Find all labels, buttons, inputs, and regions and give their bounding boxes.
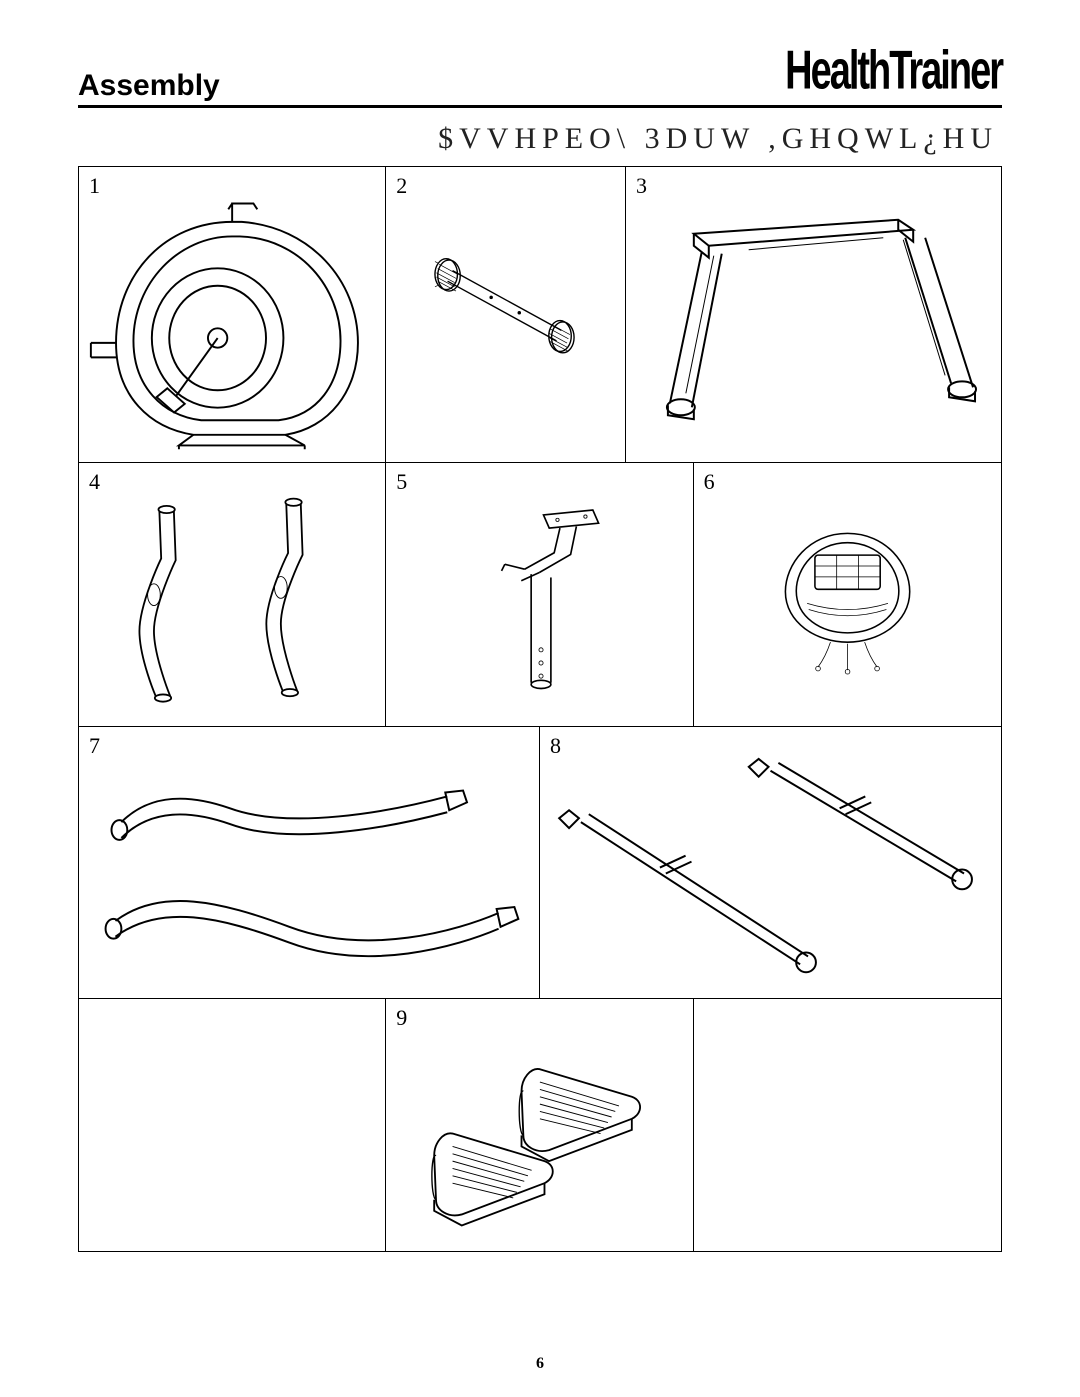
page-number: 6	[0, 1355, 1080, 1373]
cell-9: 9	[386, 999, 693, 1251]
rear-rails-icon	[634, 193, 993, 454]
cell-number: 3	[636, 173, 647, 199]
stabilizer-tube-icon	[405, 232, 605, 415]
console-mast-icon	[416, 495, 663, 713]
cell-empty-left	[79, 999, 386, 1251]
part-6-illustration	[694, 463, 1001, 726]
part-7-illustration	[79, 727, 539, 998]
swing-handlebars-icon	[94, 495, 370, 713]
cell-number: 4	[89, 469, 100, 495]
cell-number: 2	[396, 173, 407, 199]
foot-pedals-icon	[402, 1030, 678, 1237]
grid-row-2: 4	[79, 463, 1001, 727]
cell-number: 1	[89, 173, 100, 199]
page: Assembly HealthTrainer $VVHPEO\ 3DUW ,GH…	[0, 0, 1080, 1397]
flywheel-housing-icon	[87, 193, 377, 454]
cell-number: 8	[550, 733, 561, 759]
part-5-illustration	[386, 463, 692, 726]
grid-row-1: 1	[79, 167, 1001, 463]
parts-grid: 1	[78, 166, 1002, 1252]
part-1-illustration	[79, 167, 385, 462]
subtitle: $VVHPEO\ 3DUW ,GHQWL¿HU	[78, 122, 1002, 156]
cell-6: 6	[694, 463, 1001, 726]
cell-3: 3	[626, 167, 1001, 462]
pedal-arms-icon	[548, 753, 993, 990]
cell-2: 2	[386, 167, 626, 462]
cell-number: 7	[89, 733, 100, 759]
cell-number: 9	[396, 1005, 407, 1031]
cell-empty-right	[694, 999, 1001, 1251]
part-9-illustration	[386, 999, 692, 1251]
header-row: Assembly HealthTrainer	[78, 60, 1002, 108]
cell-number: 6	[704, 469, 715, 495]
cell-8: 8	[540, 727, 1001, 998]
section-title: Assembly	[78, 69, 220, 103]
brand-logo: HealthTrainer	[785, 41, 1002, 103]
cell-5: 5	[386, 463, 693, 726]
part-2-illustration	[386, 167, 625, 462]
link-arms-icon	[87, 753, 531, 990]
part-8-illustration	[540, 727, 1001, 998]
cell-number: 5	[396, 469, 407, 495]
cell-7: 7	[79, 727, 540, 998]
console-unit-icon	[731, 506, 964, 701]
grid-row-3: 7	[79, 727, 1001, 999]
grid-row-4: 9	[79, 999, 1001, 1251]
part-3-illustration	[626, 167, 1001, 462]
cell-4: 4	[79, 463, 386, 726]
part-4-illustration	[79, 463, 385, 726]
cell-1: 1	[79, 167, 386, 462]
